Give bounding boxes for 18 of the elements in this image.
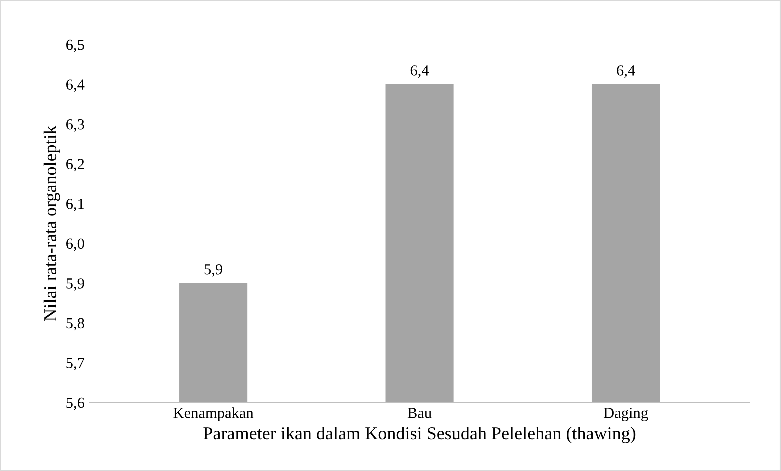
x-tick-label: Daging — [604, 408, 648, 422]
x-tick-label: Bau — [408, 408, 432, 418]
data-label: 5,9 — [204, 264, 222, 277]
x-axis-title: Parameter ikan dalam Kondisi Sesudah Pelelehan (thawing) — [204, 426, 636, 444]
y-tick-label: 6,3 — [66, 119, 84, 132]
y-tick-label: 5,9 — [66, 278, 84, 292]
y-tick-label: 6,4 — [66, 80, 85, 92]
y-tick-label: 6,1 — [66, 199, 84, 212]
y-tick-label: 5,7 — [66, 358, 85, 371]
data-label: 6,4 — [410, 66, 430, 78]
y-tick-label: 6,5 — [66, 40, 84, 52]
y-tick-label: 5,8 — [66, 318, 84, 331]
data-label: 6,4 — [617, 66, 636, 78]
x-tick-label: Kenampakan — [174, 408, 254, 422]
y-tick-label: 5,6 — [66, 398, 84, 410]
y-axis-title: Nilai rata-rata organoleptik — [44, 126, 60, 322]
y-tick-label: 6,0 — [66, 238, 84, 252]
y-tick-label: 6,2 — [66, 159, 84, 172]
